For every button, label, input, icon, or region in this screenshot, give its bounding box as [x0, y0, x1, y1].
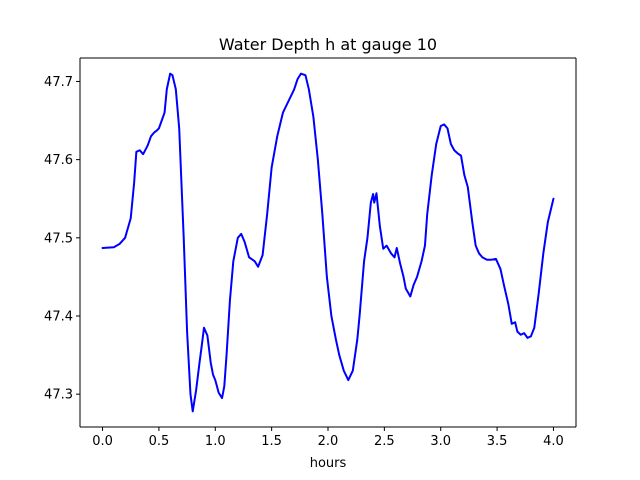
- x-tick-label: 2.5: [374, 434, 395, 449]
- x-axis-ticks: 0.0 0.5 1.0 1.5 2.0 2.5 3.0 3.5 4.0: [92, 427, 564, 449]
- x-tick-label: 2.0: [318, 434, 339, 449]
- plot-area: [80, 58, 576, 427]
- axes-layer: [79, 57, 577, 428]
- y-tick-label: 47.7: [44, 75, 73, 90]
- series-layer: [101, 72, 555, 413]
- y-tick-label: 47.3: [44, 388, 73, 403]
- x-tick-label: 3.0: [430, 434, 451, 449]
- x-axis-title: hours: [310, 456, 347, 471]
- y-tick-label: 47.4: [44, 309, 73, 324]
- series-line-0: [101, 72, 555, 413]
- x-tick-label: 1.0: [205, 434, 226, 449]
- y-axis-ticks: 47.3 47.4 47.5 47.6 47.7: [44, 75, 80, 403]
- x-tick-label: 0.5: [149, 434, 170, 449]
- x-tick-label: 0.0: [92, 434, 113, 449]
- x-tick-label: 3.5: [487, 434, 508, 449]
- chart-title: Water Depth h at gauge 10: [219, 35, 437, 54]
- y-tick-label: 47.6: [44, 153, 73, 168]
- x-tick-label: 1.5: [261, 434, 282, 449]
- x-tick-label: 4.0: [543, 434, 564, 449]
- y-tick-label: 47.5: [44, 231, 73, 246]
